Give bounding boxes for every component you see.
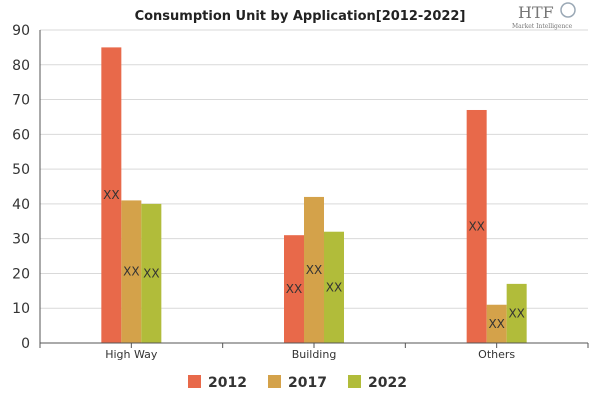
legend-label: 2017 (288, 375, 327, 391)
x-tick-label: Building (292, 348, 337, 361)
x-tick-label: Others (478, 348, 515, 361)
y-tick-label: 90 (12, 23, 30, 39)
logo-subtext: Market Intelligence (512, 23, 573, 30)
legend-label: 2012 (208, 375, 247, 391)
bar-2022-high-way (141, 203, 162, 343)
bar-2012-others (466, 109, 487, 343)
data-label: XX (326, 280, 342, 294)
y-axis: 0 10 20 30 40 50 60 70 80 90 (12, 23, 41, 352)
data-label: XX (103, 188, 119, 202)
y-tick-label: 80 (12, 58, 30, 74)
bar-2012-building (284, 235, 304, 343)
y-tick-label: 60 (12, 127, 30, 143)
y-tick-label: 0 (21, 336, 30, 352)
legend-swatch (348, 375, 361, 388)
y-tick-label: 70 (12, 93, 30, 109)
y-tick-label: 10 (12, 301, 30, 317)
legend-swatch (188, 375, 201, 388)
x-tick-label: High Way (105, 348, 158, 361)
y-tick-label: 40 (12, 197, 30, 213)
data-label: XX (123, 265, 139, 279)
data-label: XX (143, 266, 159, 280)
bar-2017-building (304, 196, 324, 343)
globe-icon (560, 2, 576, 18)
bar-2017-others (486, 304, 507, 343)
legend: 2012 2017 2022 (188, 375, 407, 391)
data-label: XX (508, 306, 524, 320)
bar-2022-others (506, 283, 527, 343)
bar-2022-building (324, 231, 344, 343)
bars: XX XX XX XX XX XX XX XX XX (101, 47, 527, 344)
bar-2012-high-way (101, 47, 122, 344)
htf-logo: HTF Market Intelligence (512, 2, 576, 30)
data-label: XX (306, 263, 322, 277)
data-label: XX (468, 219, 484, 233)
chart-title: Consumption Unit by Application[2012-202… (135, 9, 466, 24)
logo-text: HTF (518, 3, 554, 22)
data-label: XX (488, 317, 504, 331)
legend-swatch (268, 375, 281, 388)
bar-2017-high-way (121, 200, 142, 343)
y-tick-label: 30 (12, 232, 30, 248)
legend-label: 2022 (368, 375, 407, 391)
y-tick-label: 20 (12, 266, 30, 282)
y-tick-label: 50 (12, 162, 30, 178)
data-label: XX (286, 282, 302, 296)
x-axis: High Way Building Others (39, 342, 589, 361)
